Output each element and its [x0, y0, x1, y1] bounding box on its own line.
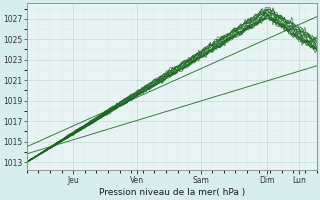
- X-axis label: Pression niveau de la mer( hPa ): Pression niveau de la mer( hPa ): [99, 188, 245, 197]
